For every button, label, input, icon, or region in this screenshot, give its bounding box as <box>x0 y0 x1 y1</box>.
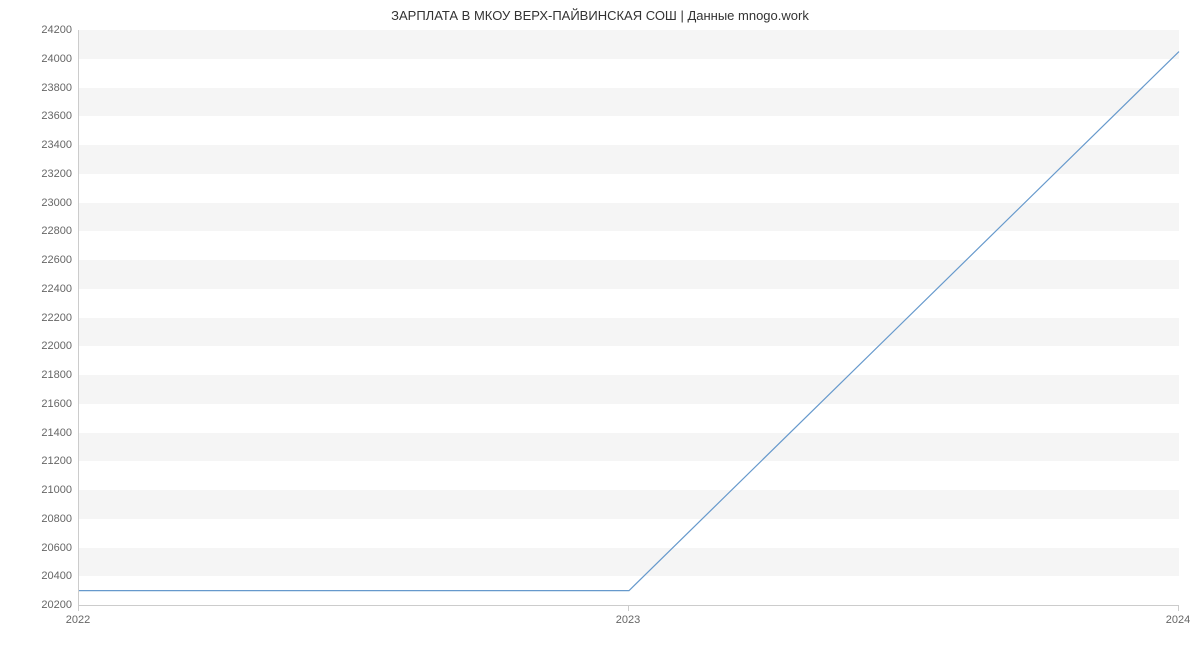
series-line <box>79 30 1179 605</box>
y-tick-label: 20400 <box>22 570 72 582</box>
y-tick-label: 21000 <box>22 484 72 496</box>
salary-chart: ЗАРПЛАТА В МКОУ ВЕРХ-ПАЙВИНСКАЯ СОШ | Да… <box>0 0 1200 650</box>
x-tick-label: 2022 <box>66 614 90 626</box>
y-tick-label: 21600 <box>22 398 72 410</box>
x-tick-label: 2023 <box>616 614 640 626</box>
plot-area <box>78 30 1179 606</box>
y-tick-label: 22600 <box>22 254 72 266</box>
y-tick-label: 20600 <box>22 542 72 554</box>
y-tick-label: 23800 <box>22 82 72 94</box>
y-tick-label: 24000 <box>22 53 72 65</box>
y-tick-label: 22800 <box>22 225 72 237</box>
y-tick-label: 24200 <box>22 24 72 36</box>
y-tick-label: 20200 <box>22 599 72 611</box>
y-tick-label: 23000 <box>22 197 72 209</box>
y-tick-label: 21200 <box>22 455 72 467</box>
y-tick-label: 21800 <box>22 369 72 381</box>
y-tick-label: 23200 <box>22 168 72 180</box>
y-tick-label: 22000 <box>22 340 72 352</box>
y-tick-label: 22400 <box>22 283 72 295</box>
y-tick-label: 21400 <box>22 427 72 439</box>
chart-title: ЗАРПЛАТА В МКОУ ВЕРХ-ПАЙВИНСКАЯ СОШ | Да… <box>0 0 1200 23</box>
y-tick-label: 20800 <box>22 513 72 525</box>
x-tick-label: 2024 <box>1166 614 1190 626</box>
y-tick-label: 22200 <box>22 312 72 324</box>
y-tick-label: 23600 <box>22 110 72 122</box>
y-tick-label: 23400 <box>22 139 72 151</box>
